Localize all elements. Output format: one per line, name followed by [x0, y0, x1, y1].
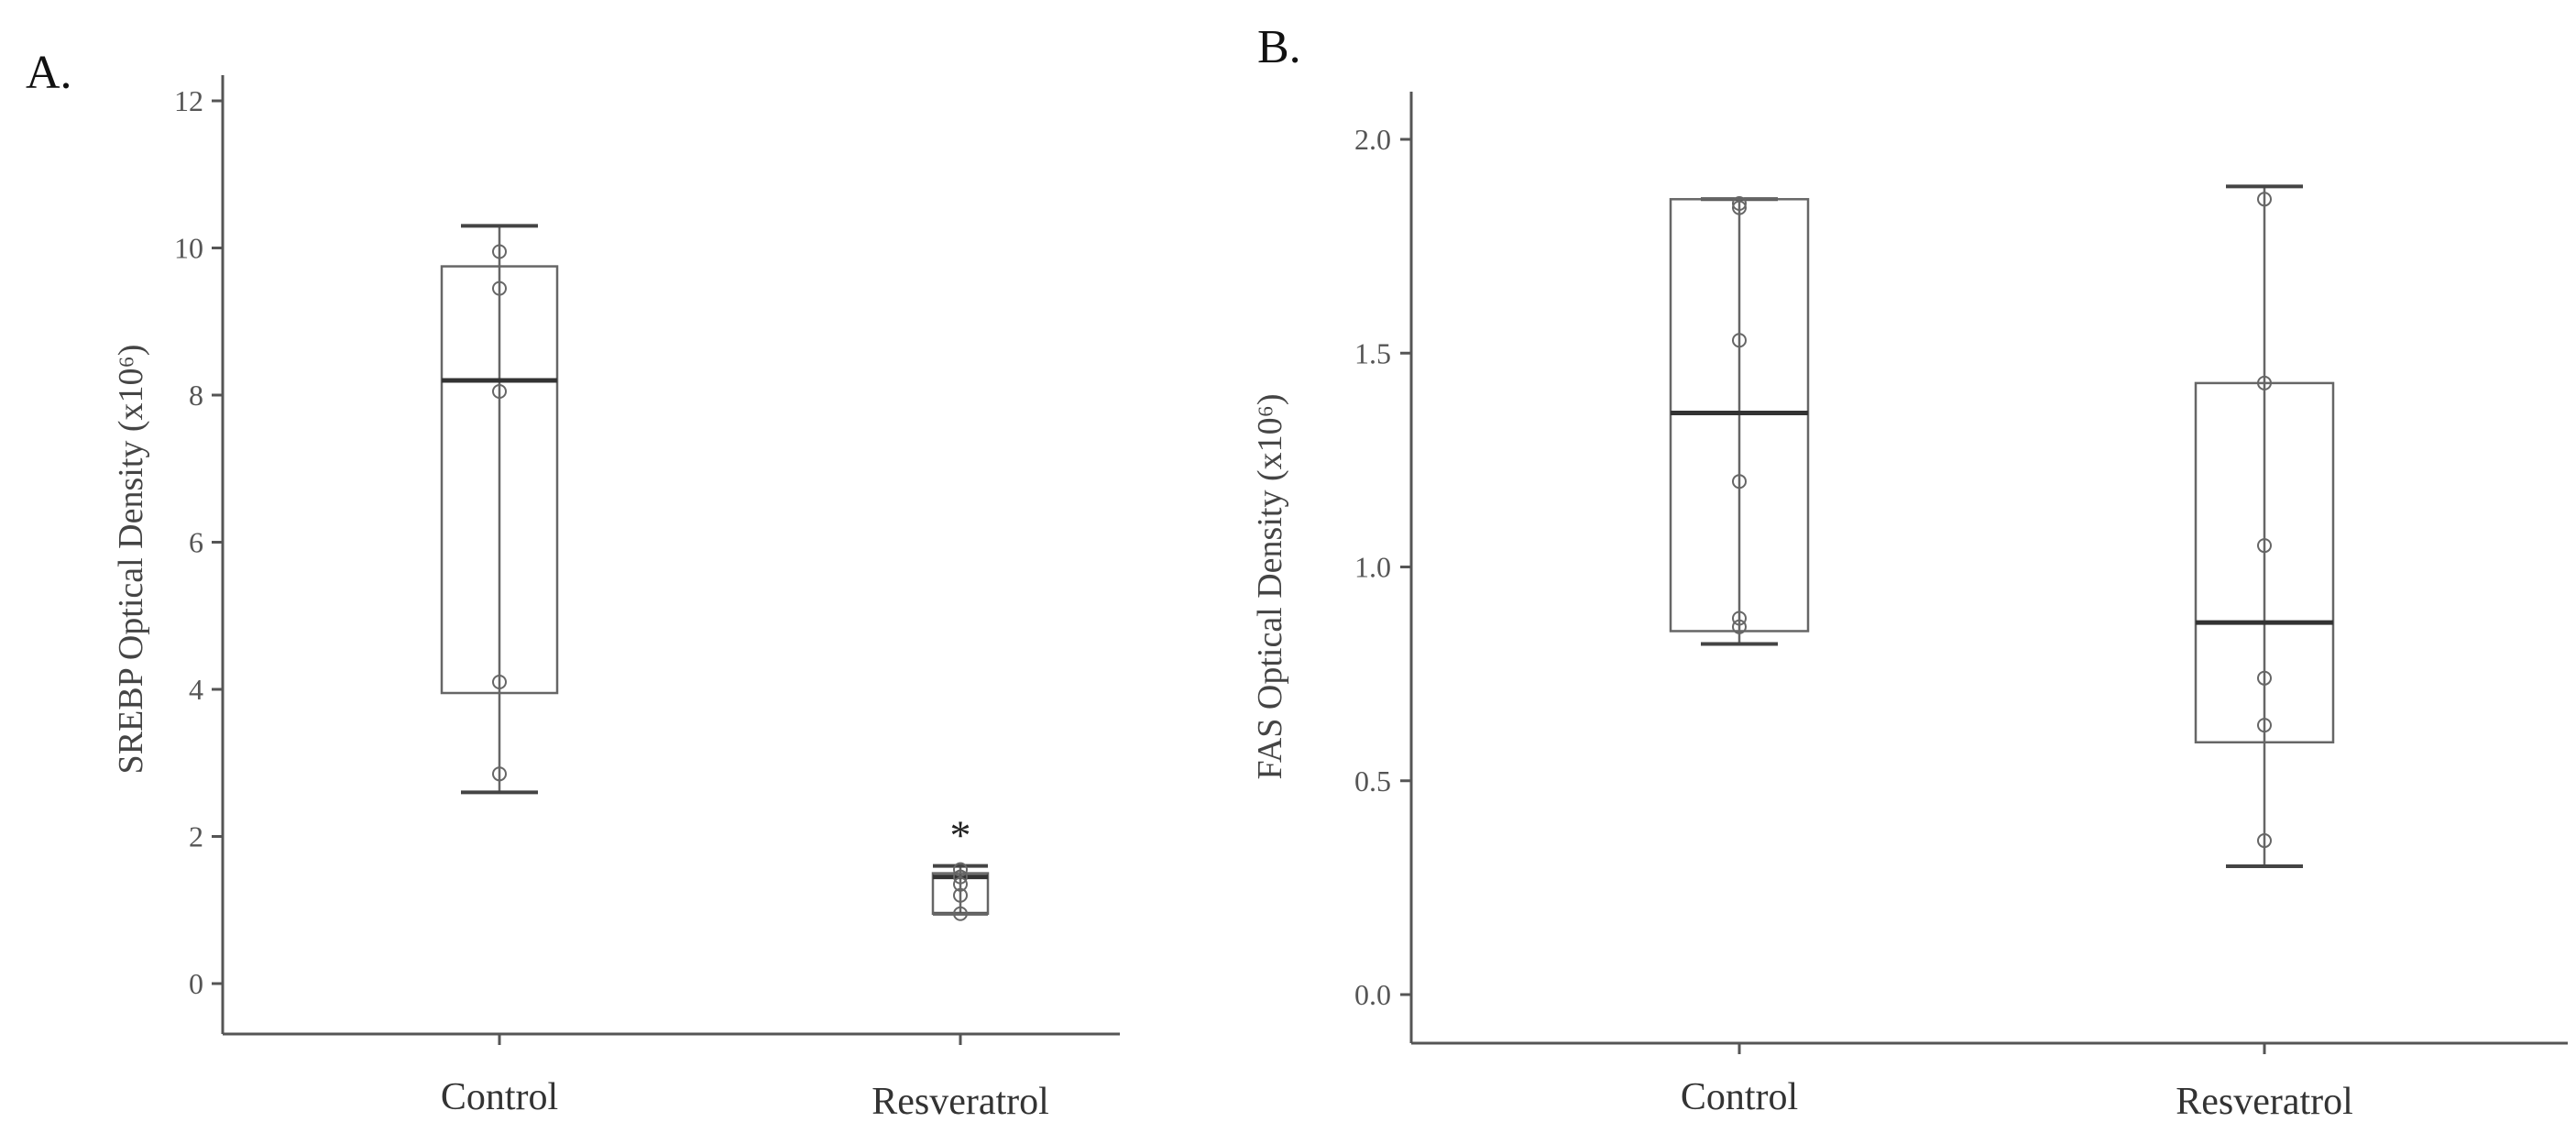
panel-a-box-control-iqr-box [440, 265, 559, 695]
panel-b-box-resveratrol-data-point [2257, 670, 2272, 686]
panel-b-box-resveratrol-data-point [2257, 833, 2272, 849]
panel-a-box-resveratrol-data-point [953, 906, 968, 921]
panel-a-y-tick-label: 10 [174, 232, 203, 265]
panel-b-y-tick-label: 1.5 [1354, 336, 1391, 369]
panel-b-box-control-data-point [1732, 195, 1747, 211]
panel-b-box-resveratrol-data-point [2257, 538, 2272, 554]
panel-b-y-axis-label: FAS Optical Density (x10⁶) [1251, 393, 1289, 779]
panel-a-y-tick-label: 12 [174, 84, 203, 117]
panel-b-y-tick-label: 2.0 [1354, 123, 1391, 156]
panel-a-box-resveratrol-data-point [953, 869, 968, 885]
panel-a-box-resveratrol-iqr-box [931, 872, 990, 916]
panel-a-box-resveratrol-significance-mark: * [950, 812, 971, 859]
panel-a-box-control-data-point [492, 383, 507, 399]
panel-a-box-resveratrol-data-point [953, 862, 968, 877]
panel-b-x-category-resveratrol: Resveratrol [2176, 1081, 2353, 1123]
panel-b-y-tick-label: 0.0 [1354, 978, 1391, 1011]
panel-b-box-resveratrol-data-point [2257, 718, 2272, 733]
panel-a-y-tick-label: 4 [189, 673, 203, 706]
panel-a-box-control-data-point [492, 280, 507, 296]
panel-a-chart: A. SREBP Optical Density (x10⁶) Control … [26, 47, 1120, 1123]
panel-b-chart: B. FAS Optical Density (x10⁶) Control Re… [1251, 21, 2568, 1123]
panel-a-y-tick-label: 0 [189, 967, 203, 1000]
panel-b-box-control-data-point [1732, 200, 1747, 215]
panel-b-y-tick-label: 0.5 [1354, 764, 1391, 798]
panel-b-box-resveratrol-data-point [2257, 375, 2272, 390]
panel-a-box-resveratrol-data-point [953, 876, 968, 892]
panel-b-box-control-data-point [1732, 619, 1747, 634]
panel-a-box-control-data-point [492, 674, 507, 689]
panel-b-y-tick-label: 1.0 [1354, 551, 1391, 584]
panel-a-label: A. [26, 47, 72, 99]
panel-a-box-resveratrol-data-point [953, 887, 968, 903]
panel-b-box-control-data-point [1732, 333, 1747, 348]
panel-b-box-control-data-point [1732, 610, 1747, 626]
panel-a-x-category-resveratrol: Resveratrol [871, 1081, 1049, 1123]
panel-a-y-tick-label: 8 [189, 379, 203, 412]
panel-a-y-tick-label: 2 [189, 820, 203, 853]
panel-a-box-control-data-point [492, 244, 507, 259]
panel-a-box-control-data-point [492, 766, 507, 782]
panel-a-x-category-control: Control [441, 1076, 558, 1118]
panel-b-box-resveratrol-iqr-box [2194, 381, 2335, 744]
panel-b-label: B. [1257, 21, 1301, 73]
panel-b-box-resveratrol-data-point [2257, 192, 2272, 207]
panel-a-y-tick-label: 6 [189, 526, 203, 559]
panel-a-y-axis-label: SREBP Optical Density (x10⁶) [112, 345, 150, 775]
panel-b-box-control-data-point [1732, 474, 1747, 490]
panel-b-x-category-control: Control [1681, 1076, 1798, 1118]
